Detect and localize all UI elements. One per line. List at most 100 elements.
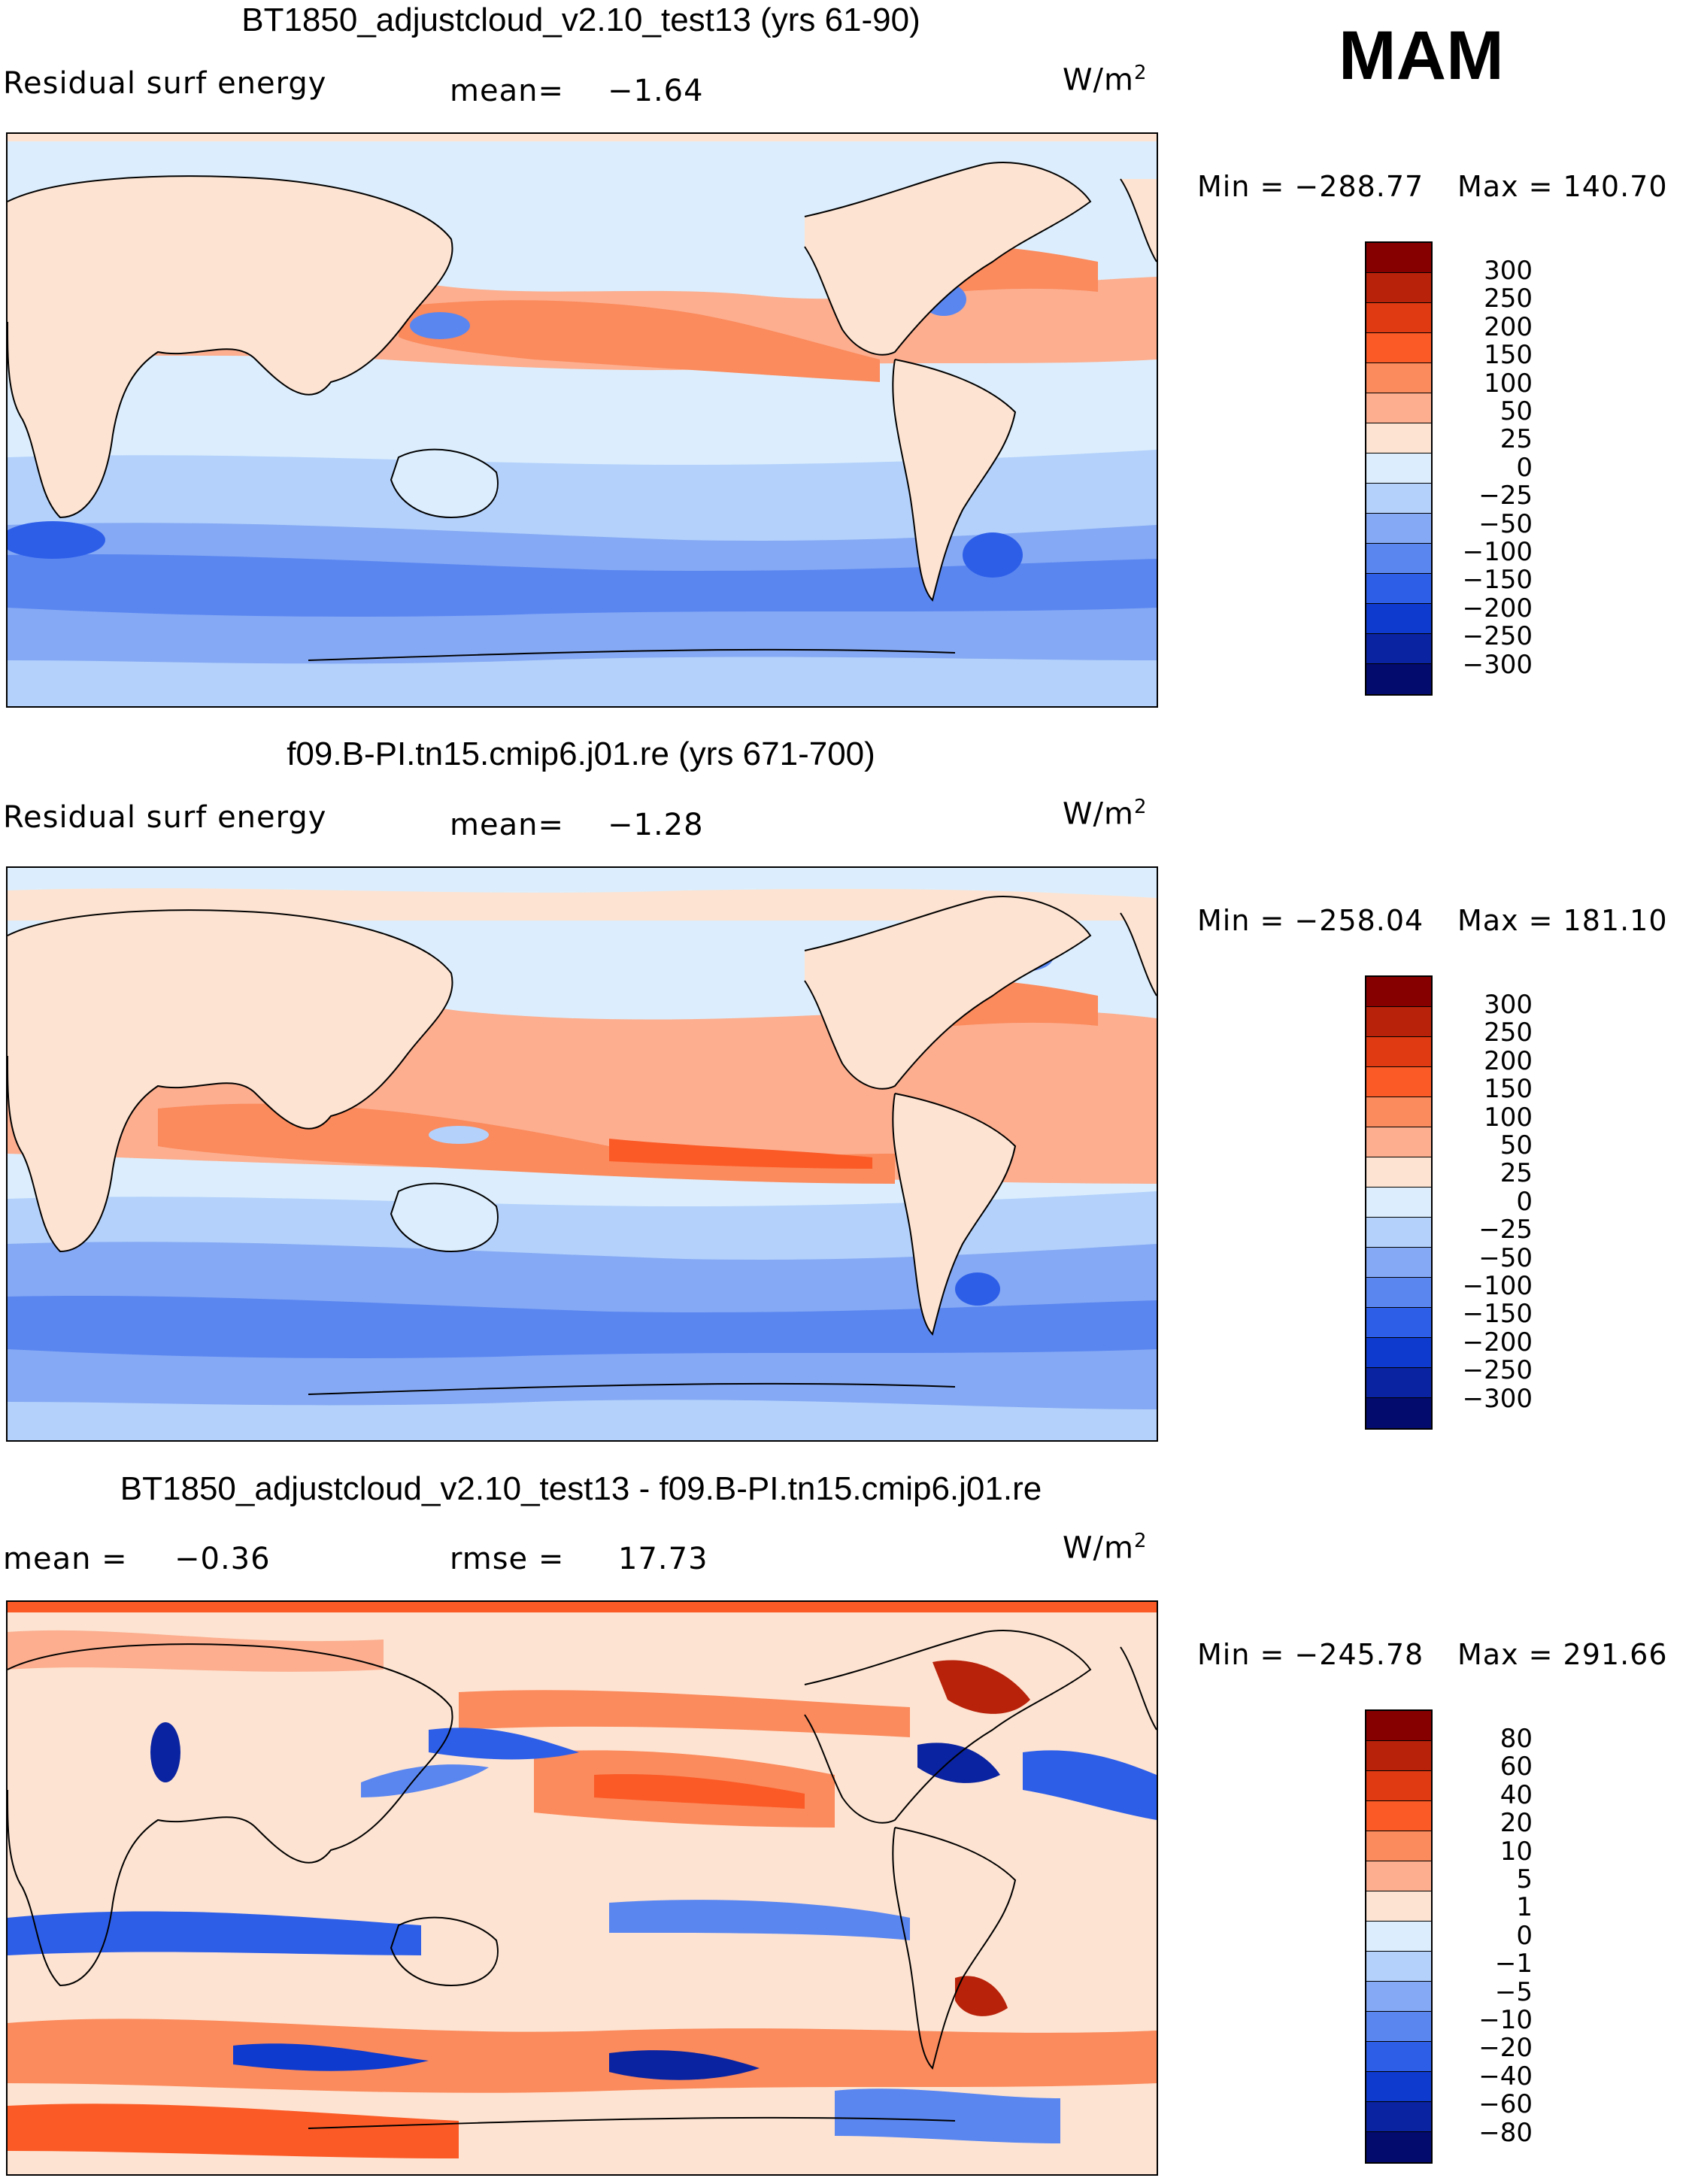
panel-2-min: Min = −258.04 <box>1197 904 1424 937</box>
colorbar-label: −300 <box>1462 1383 1533 1414</box>
colorbar-swatch <box>1366 1278 1431 1308</box>
colorbar-swatch <box>1366 303 1431 333</box>
panel-2-max: Max = 181.10 <box>1457 904 1668 937</box>
colorbar-label: −100 <box>1462 1271 1533 1301</box>
colorbar-swatch <box>1366 514 1431 544</box>
colorbar-label: 25 <box>1500 424 1533 455</box>
colorbar-label: 10 <box>1500 1836 1533 1867</box>
colorbar-swatch <box>1366 1067 1431 1097</box>
panel-1-map <box>6 132 1158 708</box>
colorbar-swatch <box>1366 1157 1431 1188</box>
panel-1-mean-label: mean= <box>450 74 564 108</box>
colorbar-swatch <box>1366 2072 1431 2102</box>
colorbar-swatch <box>1366 1007 1431 1037</box>
colorbar-label: 0 <box>1516 452 1533 483</box>
colorbar-swatch <box>1366 1127 1431 1157</box>
colorbar-swatch <box>1366 333 1431 363</box>
colorbar-swatch <box>1366 1097 1431 1127</box>
colorbar-swatch <box>1366 1218 1431 1248</box>
panel-3-rmse-value: 17.73 <box>618 1542 708 1576</box>
colorbar-swatch <box>1366 1831 1431 1861</box>
panel-3-rmse-label: rmse = <box>450 1542 565 1576</box>
colorbar-label: −200 <box>1462 593 1533 623</box>
panel-2-units: W/m2 <box>1063 796 1148 832</box>
colorbar-swatch <box>1366 1248 1431 1278</box>
panel-1-variable: Residual surf energy <box>3 66 327 101</box>
colorbar-label: 300 <box>1484 256 1533 286</box>
panel-3-title: BT1850_adjustcloud_v2.10_test13 - f09.B-… <box>120 1470 1042 1507</box>
colorbar-swatch <box>1366 1801 1431 1831</box>
panel-2-colorbar <box>1365 975 1433 1430</box>
colorbar-label: 1 <box>1516 1892 1533 1923</box>
panel-3-map <box>6 1600 1158 2176</box>
colorbar-label: −150 <box>1462 565 1533 596</box>
panel-1-max: Max = 140.70 <box>1457 170 1668 203</box>
colorbar-label: 200 <box>1484 1045 1533 1076</box>
colorbar-label: 300 <box>1484 990 1533 1020</box>
colorbar-swatch <box>1366 977 1431 1007</box>
colorbar-swatch <box>1366 243 1431 273</box>
panel-3-min: Min = −245.78 <box>1197 1638 1424 1671</box>
panel-2-mean-label: mean= <box>450 808 564 842</box>
colorbar-swatch <box>1366 1891 1431 1922</box>
panel-1-title: BT1850_adjustcloud_v2.10_test13 (yrs 61-… <box>241 2 920 38</box>
colorbar-label: −40 <box>1478 2061 1533 2091</box>
colorbar-swatch <box>1366 1982 1431 2012</box>
colorbar-label: −5 <box>1494 1976 1533 2007</box>
panel-1-colorbar <box>1365 241 1433 696</box>
colorbar-label: 50 <box>1500 396 1533 426</box>
colorbar-label: 150 <box>1484 340 1533 371</box>
colorbar-label: 100 <box>1484 368 1533 399</box>
colorbar-label: −200 <box>1462 1327 1533 1357</box>
panel-3-colorbar <box>1365 1709 1433 2164</box>
colorbar-label: −80 <box>1478 2117 1533 2148</box>
colorbar-swatch <box>1366 1711 1431 1741</box>
colorbar-label: −300 <box>1462 649 1533 680</box>
colorbar-label: 150 <box>1484 1074 1533 1105</box>
panel-3-units: W/m2 <box>1063 1530 1148 1566</box>
colorbar-swatch <box>1366 423 1431 453</box>
colorbar-label: −150 <box>1462 1299 1533 1330</box>
colorbar-swatch <box>1366 2132 1431 2162</box>
colorbar-label: 60 <box>1500 1752 1533 1782</box>
colorbar-swatch <box>1366 2012 1431 2042</box>
panel-1-units: W/m2 <box>1063 62 1148 98</box>
colorbar-label: −50 <box>1478 1242 1533 1273</box>
panel-2-field <box>8 868 1157 1440</box>
colorbar-label: −60 <box>1478 2089 1533 2120</box>
colorbar-swatch <box>1366 1952 1431 1982</box>
colorbar-swatch <box>1366 634 1431 664</box>
panel-1-min: Min = −288.77 <box>1197 170 1424 203</box>
colorbar-label: 5 <box>1516 1864 1533 1894</box>
colorbar-swatch <box>1366 1188 1431 1218</box>
colorbar-swatch <box>1366 453 1431 484</box>
panel-3-max: Max = 291.66 <box>1457 1638 1668 1671</box>
colorbar-label: −1 <box>1494 1949 1533 1979</box>
panel-3-mean-value: −0.36 <box>174 1542 271 1576</box>
colorbar-swatch <box>1366 544 1431 574</box>
colorbar-label: 25 <box>1500 1158 1533 1189</box>
colorbar-swatch <box>1366 363 1431 393</box>
season-label: MAM <box>1339 17 1504 94</box>
colorbar-swatch <box>1366 1338 1431 1368</box>
colorbar-label: −50 <box>1478 508 1533 539</box>
colorbar-label: 100 <box>1484 1102 1533 1133</box>
colorbar-swatch <box>1366 604 1431 634</box>
colorbar-label: −250 <box>1462 1355 1533 1386</box>
colorbar-label: −20 <box>1478 2033 1533 2064</box>
colorbar-label: −25 <box>1478 481 1533 511</box>
colorbar-swatch <box>1366 484 1431 514</box>
colorbar-swatch <box>1366 393 1431 423</box>
colorbar-swatch <box>1366 2042 1431 2072</box>
colorbar-label: 0 <box>1516 1186 1533 1217</box>
colorbar-label: 200 <box>1484 311 1533 342</box>
panel-1-field <box>8 134 1157 706</box>
colorbar-swatch <box>1366 664 1431 694</box>
colorbar-swatch <box>1366 1037 1431 1067</box>
panel-2-variable: Residual surf energy <box>3 800 327 835</box>
colorbar-label: −250 <box>1462 621 1533 652</box>
panel-3-field <box>8 1602 1157 2174</box>
colorbar-swatch <box>1366 2102 1431 2132</box>
colorbar-label: 250 <box>1484 284 1533 314</box>
colorbar-swatch <box>1366 273 1431 303</box>
